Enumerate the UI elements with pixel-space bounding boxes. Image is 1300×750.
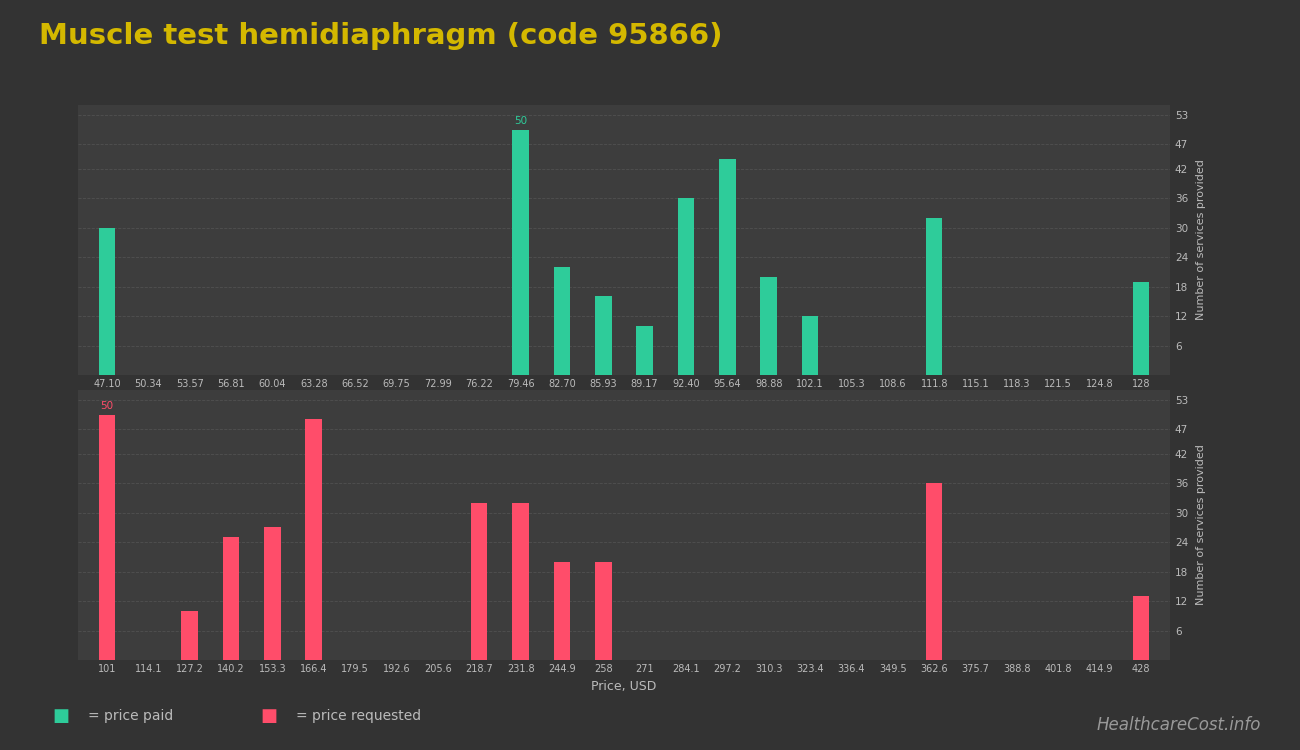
- Bar: [99, 228, 116, 375]
- Bar: [512, 130, 529, 375]
- Text: Muscle test hemidiaphragm (code 95866): Muscle test hemidiaphragm (code 95866): [39, 22, 723, 50]
- Bar: [926, 218, 942, 375]
- Bar: [1132, 596, 1149, 660]
- Y-axis label: Number of services provided: Number of services provided: [1196, 160, 1206, 320]
- Bar: [760, 277, 777, 375]
- Bar: [719, 159, 736, 375]
- Text: 50: 50: [100, 400, 113, 410]
- Bar: [554, 267, 571, 375]
- Text: 50: 50: [514, 116, 528, 125]
- Bar: [926, 483, 942, 660]
- Bar: [99, 415, 116, 660]
- Bar: [471, 503, 488, 660]
- Bar: [306, 419, 322, 660]
- Text: HealthcareCost.info: HealthcareCost.info: [1097, 716, 1261, 734]
- Bar: [637, 326, 653, 375]
- Bar: [677, 198, 694, 375]
- Bar: [264, 527, 281, 660]
- Bar: [512, 503, 529, 660]
- Y-axis label: Number of services provided: Number of services provided: [1196, 445, 1206, 605]
- Bar: [222, 537, 239, 660]
- X-axis label: Price, USD: Price, USD: [592, 394, 656, 408]
- Text: ■: ■: [52, 707, 69, 725]
- Text: = price requested: = price requested: [296, 710, 421, 723]
- Bar: [595, 562, 611, 660]
- Bar: [1132, 282, 1149, 375]
- Bar: [554, 562, 571, 660]
- X-axis label: Price, USD: Price, USD: [592, 680, 656, 693]
- Bar: [802, 316, 819, 375]
- Text: ■: ■: [260, 707, 277, 725]
- Bar: [182, 611, 198, 660]
- Text: = price paid: = price paid: [88, 710, 174, 723]
- Bar: [595, 296, 611, 375]
